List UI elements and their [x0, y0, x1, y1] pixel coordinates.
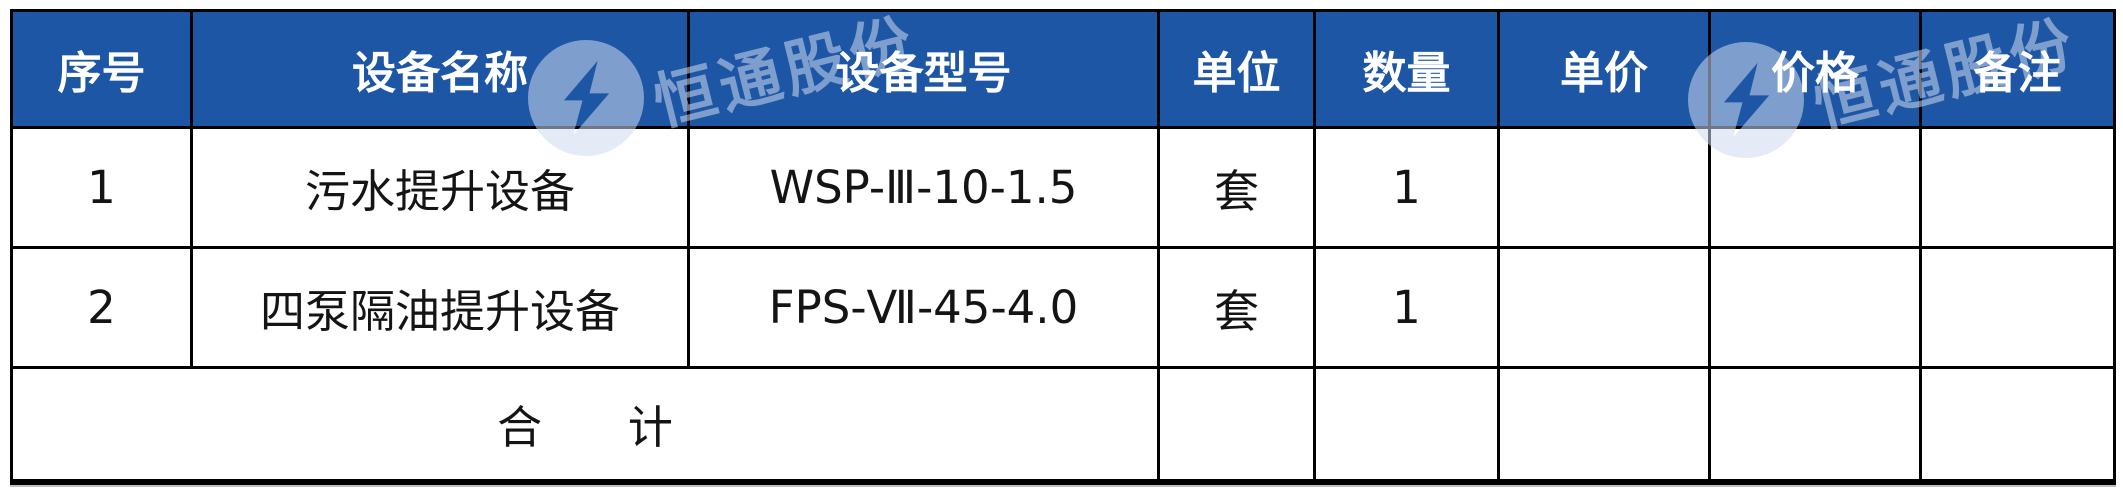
cell-value: 套	[1213, 285, 1259, 338]
column-header-name: 设备名称	[190, 9, 690, 129]
cell-unit-price	[1497, 126, 1711, 249]
table-row: 1 污水提升设备 WSP-Ⅲ-10-1.5 套 1	[10, 126, 2116, 249]
cell-qty: 1	[1313, 246, 1500, 369]
cell-remark	[1919, 246, 2116, 369]
column-header-model: 设备型号	[687, 9, 1160, 129]
cell-value: 1	[87, 161, 116, 214]
header-row: 序号 设备名称 设备型号 单位 数量 单价 价格 备注	[10, 9, 2116, 129]
cell-remark	[1919, 126, 2116, 249]
cell-index: 1	[10, 126, 193, 249]
cell-qty	[1313, 366, 1500, 483]
header-label: 设备名称	[352, 48, 528, 99]
column-header-qty: 数量	[1313, 9, 1500, 129]
table-row: 2 四泵隔油提升设备 FPS-Ⅶ-45-4.0 套 1	[10, 246, 2116, 369]
cell-price	[1708, 246, 1922, 369]
column-header-price: 价格	[1708, 9, 1922, 129]
cell-qty: 1	[1313, 126, 1500, 249]
cell-unit	[1157, 366, 1316, 483]
cell-remark	[1919, 366, 2116, 483]
cell-price	[1708, 366, 1922, 483]
cell-value: 1	[1392, 161, 1421, 214]
cell-name: 四泵隔油提升设备	[190, 246, 690, 369]
equipment-price-table: 序号 设备名称 设备型号 单位 数量 单价 价格 备注 1 污水提升设备 WSP…	[10, 9, 2116, 485]
cell-model: FPS-Ⅶ-45-4.0	[687, 246, 1160, 369]
cell-value: 套	[1213, 165, 1259, 218]
cell-unit: 套	[1157, 126, 1316, 249]
total-label-cell: 合 计	[10, 366, 1160, 483]
cell-value: WSP-Ⅲ-10-1.5	[769, 161, 1078, 214]
cell-value: FPS-Ⅶ-45-4.0	[768, 281, 1079, 334]
header-label: 价格	[1771, 48, 1859, 99]
column-header-unit: 单位	[1157, 9, 1316, 129]
cell-index: 2	[10, 246, 193, 369]
header-label: 备注	[1973, 48, 2062, 99]
total-row: 合 计	[10, 366, 2116, 483]
cell-price	[1708, 126, 1922, 249]
cell-value: 污水提升设备	[304, 165, 575, 218]
cell-unit-price	[1497, 246, 1711, 369]
column-header-index: 序号	[10, 9, 193, 129]
column-header-unit-price: 单价	[1497, 9, 1711, 129]
header-label: 设备型号	[835, 48, 1012, 99]
cell-name: 污水提升设备	[190, 126, 690, 249]
cell-value: 四泵隔油提升设备	[259, 285, 620, 338]
total-label: 合 计	[497, 401, 673, 455]
column-header-remark: 备注	[1919, 9, 2116, 129]
cell-model: WSP-Ⅲ-10-1.5	[687, 126, 1160, 249]
header-label: 单价	[1560, 48, 1648, 99]
cell-value: 2	[87, 281, 116, 334]
header-label: 序号	[57, 48, 146, 99]
cell-unit: 套	[1157, 246, 1316, 369]
header-label: 数量	[1362, 48, 1451, 99]
cell-unit-price	[1497, 366, 1711, 483]
cell-value: 1	[1392, 281, 1421, 334]
header-label: 单位	[1192, 48, 1281, 99]
